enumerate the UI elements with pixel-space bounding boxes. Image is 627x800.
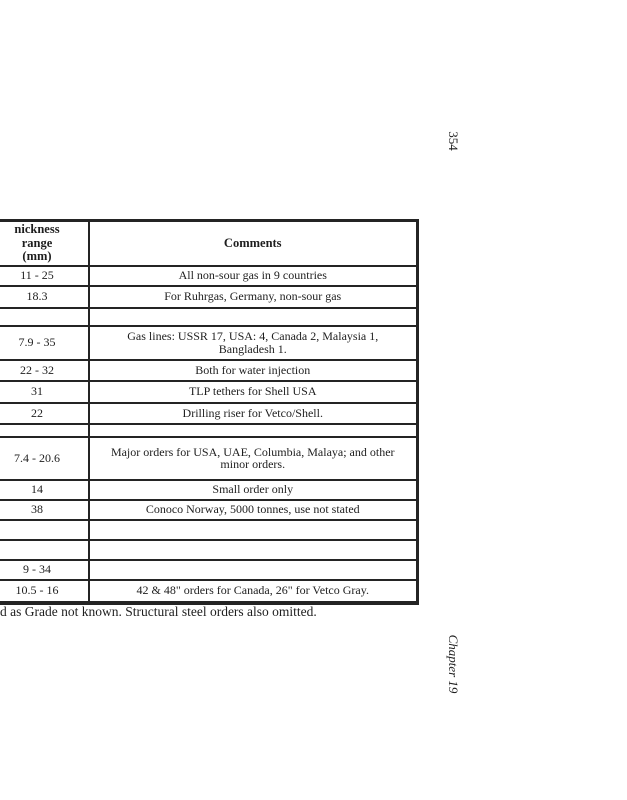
comment-cell: Gas lines: USSR 17, USA: 4, Canada 2, Ma… (88, 324, 419, 361)
thickness-cell (0, 422, 90, 438)
table-row: 31 TLP tethers for Shell USA (0, 379, 419, 404)
comment-cell: Major orders for USA, UAE, Columbia, Mal… (88, 435, 419, 481)
comment-cell (88, 306, 419, 327)
comment-cell: 42 & 48" orders for Canada, 26" for Vetc… (88, 578, 419, 605)
table-row: 22 - 32 Both for water injection (0, 358, 419, 382)
table-row (0, 422, 419, 438)
table-row: 7.9 - 35 Gas lines: USSR 17, USA: 4, Cana… (0, 324, 419, 361)
table-row: 22 Drilling riser for Vetco/Shell. (0, 401, 419, 425)
table-body: 11 - 25 All non-sour gas in 9 countries 18… (0, 264, 419, 605)
thickness-range-header-line2: (mm) (22, 249, 52, 263)
thickness-range-header-line1: nickness range (14, 222, 60, 250)
thickness-range-header: nickness range (mm) (0, 219, 90, 267)
table-row: 14 Small order only (0, 478, 419, 501)
table-row: 38 Conoco Norway, 5000 tonnes, use not st… (0, 498, 419, 521)
table-row: 11 - 25 All non-sour gas in 9 countries (0, 264, 419, 287)
thickness-cell: 7.4 - 20.6 (0, 435, 90, 481)
comment-cell (88, 422, 419, 438)
comment-cell: All non-sour gas in 9 countries (88, 264, 419, 287)
comments-header: Comments (88, 219, 419, 267)
thickness-cell: 14 (0, 478, 90, 501)
thickness-cell (0, 306, 90, 327)
thickness-cell: 7.9 - 35 (0, 324, 90, 361)
thickness-cell: 10.5 - 16 (0, 578, 90, 605)
table-row: 10.5 - 16 42 & 48" orders for Canada, 26"… (0, 578, 419, 605)
table-row (0, 306, 419, 327)
comment-cell (88, 538, 419, 561)
thickness-cell: 38 (0, 498, 90, 521)
comment-cell: Both for water injection (88, 358, 419, 382)
comment-cell: TLP tethers for Shell USA (88, 379, 419, 404)
comment-cell (88, 518, 419, 541)
thickness-cell: 9 - 34 (0, 558, 90, 581)
thickness-cell: 11 - 25 (0, 264, 90, 287)
page-number: 354 (446, 131, 461, 151)
thickness-cell (0, 538, 90, 561)
table-row: 9 - 34 (0, 558, 419, 581)
table-header-row: nickness range (mm) Comments (0, 219, 419, 267)
thickness-cell: 22 (0, 401, 90, 425)
comment-cell: For Ruhrgas, Germany, non-sour gas (88, 284, 419, 309)
table-footnote: d as Grade not known. Structural steel o… (0, 604, 317, 619)
pipeline-orders-table: nickness range (mm) Comments 11 - 25 All … (0, 219, 419, 605)
thickness-cell (0, 518, 90, 541)
table-row: 7.4 - 20.6 Major orders for USA, UAE, Col… (0, 435, 419, 481)
comment-cell: Conoco Norway, 5000 tonnes, use not stat… (88, 498, 419, 521)
table-row (0, 538, 419, 561)
table-row (0, 518, 419, 541)
thickness-cell: 22 - 32 (0, 358, 90, 382)
comment-cell: Drilling riser for Vetco/Shell. (88, 401, 419, 425)
thickness-cell: 31 (0, 379, 90, 404)
comment-cell: Small order only (88, 478, 419, 501)
chapter-label: Chapter 19 (446, 634, 461, 694)
comment-cell (88, 558, 419, 581)
table-row: 18.3 For Ruhrgas, Germany, non-sour gas (0, 284, 419, 309)
thickness-cell: 18.3 (0, 284, 90, 309)
